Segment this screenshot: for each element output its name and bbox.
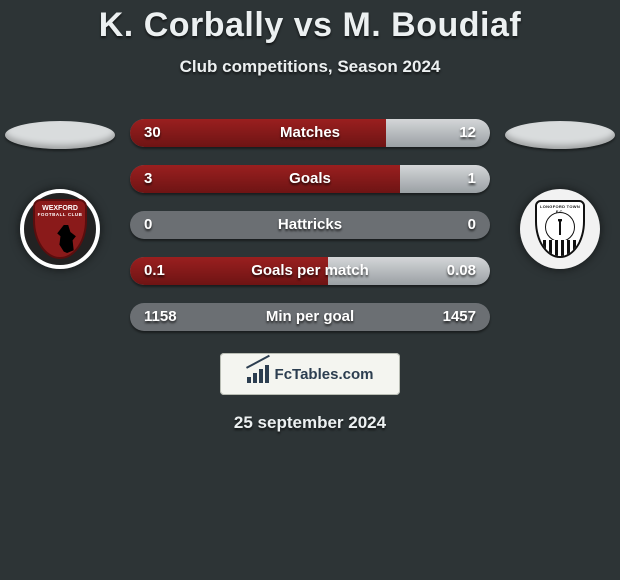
snapshot-date: 25 september 2024: [0, 413, 620, 433]
stat-label: Goals per match: [130, 257, 490, 285]
stat-bar: 31Goals: [130, 165, 490, 193]
comparison-card: K. Corbally vs M. Boudiaf Club competiti…: [0, 0, 620, 433]
bar-chart-icon: [247, 365, 269, 383]
player2-name: M. Boudiaf: [342, 6, 521, 44]
stat-bars: 3012Matches 31Goals 00Hattricks 0.10.08Goal…: [130, 119, 490, 331]
stat-bar: 0.10.08Goals per match: [130, 257, 490, 285]
tower-icon: [555, 219, 565, 235]
brand-name: FcTables.com: [275, 366, 374, 383]
subtitle: Club competitions, Season 2024: [0, 57, 620, 77]
team1-badge-subtext: FOOTBALL CLUB: [38, 212, 83, 217]
page-title: K. Corbally vs M. Boudiaf: [0, 6, 620, 45]
player-silhouette-icon: [55, 225, 77, 253]
brand-logo[interactable]: FcTables.com: [220, 353, 400, 395]
stat-label: Hattricks: [130, 211, 490, 239]
stat-label: Goals: [130, 165, 490, 193]
player1-avatar-placeholder: [5, 121, 115, 149]
team2-shield-icon: LONGFORD TOWN F.C.: [535, 200, 585, 258]
team1-shield-icon: WEXFORD FOOTBALL CLUB: [33, 199, 87, 259]
stripes-icon: [537, 240, 583, 256]
team2-badge-core: [545, 212, 575, 242]
player2-avatar-placeholder: [505, 121, 615, 149]
team1-badge-text: WEXFORD: [42, 205, 78, 212]
stat-bar: 00Hattricks: [130, 211, 490, 239]
player1-name: K. Corbally: [99, 6, 284, 44]
stat-bar: 3012Matches: [130, 119, 490, 147]
team2-badge: LONGFORD TOWN F.C.: [520, 189, 600, 269]
player1-column: WEXFORD FOOTBALL CLUB: [0, 119, 120, 269]
team1-badge: WEXFORD FOOTBALL CLUB: [20, 189, 100, 269]
stat-label: Min per goal: [130, 303, 490, 331]
comparison-body: WEXFORD FOOTBALL CLUB 3012Matches 31Goals…: [0, 119, 620, 331]
vs-label: vs: [294, 6, 333, 44]
player2-column: LONGFORD TOWN F.C.: [500, 119, 620, 269]
stat-bar: 11581457Min per goal: [130, 303, 490, 331]
stat-label: Matches: [130, 119, 490, 147]
